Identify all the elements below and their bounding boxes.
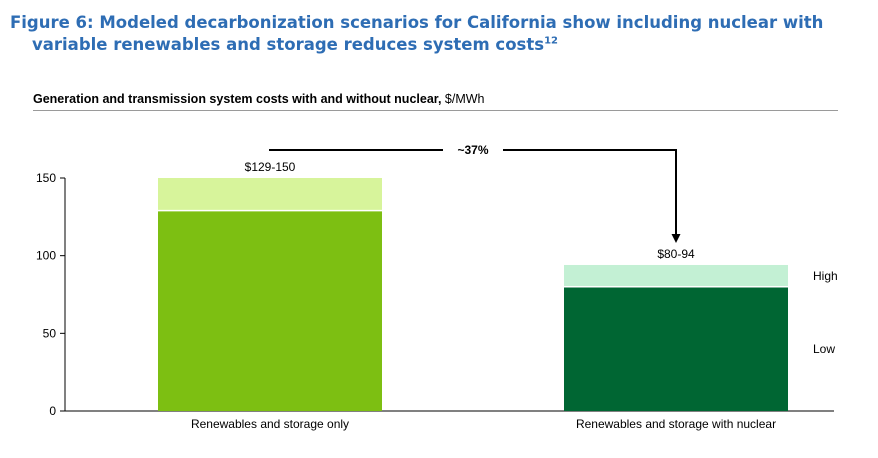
bar-high-1 bbox=[158, 178, 382, 211]
chart-subtitle: Generation and transmission system costs… bbox=[33, 92, 485, 106]
y-tick-label-150: 150 bbox=[36, 171, 56, 185]
bar-low-1 bbox=[158, 210, 382, 411]
bar-high-2 bbox=[564, 264, 788, 287]
chart-subtitle-bold: Generation and transmission system costs… bbox=[33, 92, 442, 106]
reduction-annotation: ~37% bbox=[269, 143, 681, 243]
legend: High Low bbox=[813, 269, 838, 356]
figure-title-line-1: Figure 6: Modeled decarbonization scenar… bbox=[10, 13, 824, 32]
y-tick-label-100: 100 bbox=[36, 249, 56, 263]
figure-title: Figure 6: Modeled decarbonization scenar… bbox=[10, 12, 870, 56]
y-tick-label-0: 0 bbox=[49, 404, 56, 418]
bar-value-label-2: $80-94 bbox=[657, 247, 695, 261]
bar-value-label-1: $129-150 bbox=[245, 160, 296, 174]
y-ticks: 0 50 100 150 bbox=[36, 171, 65, 418]
category-label-2: Renewables and storage with nuclear bbox=[576, 417, 776, 431]
reduction-label: ~37% bbox=[457, 143, 488, 157]
value-labels: $129-150 $80-94 bbox=[245, 160, 695, 261]
subtitle-rule bbox=[33, 110, 838, 111]
figure-title-line-2: variable renewables and storage reduces … bbox=[32, 35, 558, 54]
bracket-right bbox=[503, 149, 677, 235]
legend-high: High bbox=[813, 269, 838, 283]
y-tick-label-50: 50 bbox=[43, 326, 57, 340]
legend-low: Low bbox=[813, 342, 835, 356]
footnote-ref: 12 bbox=[544, 35, 558, 47]
category-label-1: Renewables and storage only bbox=[191, 417, 349, 431]
bracket-left bbox=[269, 149, 443, 151]
chart-subtitle-unit: $/MWh bbox=[441, 92, 485, 106]
bar-low-2 bbox=[564, 286, 788, 411]
bars bbox=[158, 178, 788, 411]
category-labels: Renewables and storage only Renewables an… bbox=[191, 417, 776, 431]
arrow-head bbox=[671, 233, 681, 243]
